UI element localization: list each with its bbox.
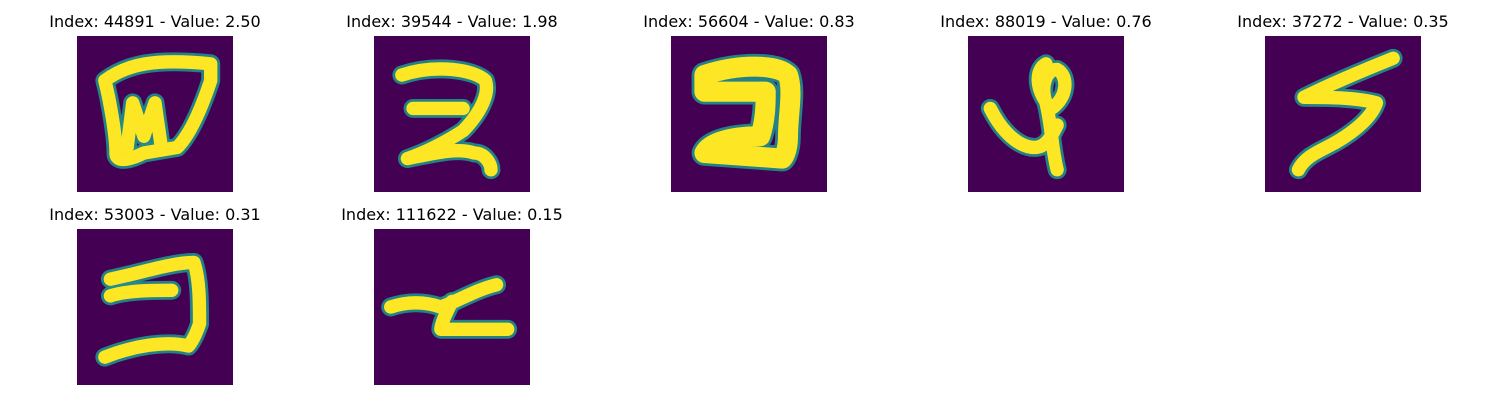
digit-image-svg [77,36,233,192]
digit-image-svg [968,36,1124,192]
digit-image [374,36,530,192]
digit-image [968,36,1124,192]
digit-image [77,36,233,192]
digit-panel-2: Index: 39544 - Value: 1.98 [302,12,602,202]
panel-title: Index: 56604 - Value: 0.83 [643,12,855,31]
digit-panel-5: Index: 37272 - Value: 0.35 [1193,12,1493,202]
digit-panel-7: Index: 111622 - Value: 0.15 [302,205,602,395]
panel-title: Index: 44891 - Value: 2.50 [49,12,261,31]
digit-image [671,36,827,192]
panel-title: Index: 53003 - Value: 0.31 [49,205,261,224]
digit-image-svg [374,36,530,192]
panel-title: Index: 88019 - Value: 0.76 [940,12,1152,31]
digit-image-svg [671,36,827,192]
panel-title: Index: 37272 - Value: 0.35 [1237,12,1449,31]
digit-panel-6: Index: 53003 - Value: 0.31 [5,205,305,395]
digit-image-svg [77,229,233,385]
panel-title: Index: 111622 - Value: 0.15 [341,205,563,224]
digit-panel-3: Index: 56604 - Value: 0.83 [599,12,899,202]
digit-image [77,229,233,385]
digit-panel-1: Index: 44891 - Value: 2.50 [5,12,305,202]
digit-image [374,229,530,385]
panel-title: Index: 39544 - Value: 1.98 [346,12,558,31]
digit-image-svg [374,229,530,385]
digit-image [1265,36,1421,192]
digit-image-svg [1265,36,1421,192]
digit-panel-4: Index: 88019 - Value: 0.76 [896,12,1196,202]
